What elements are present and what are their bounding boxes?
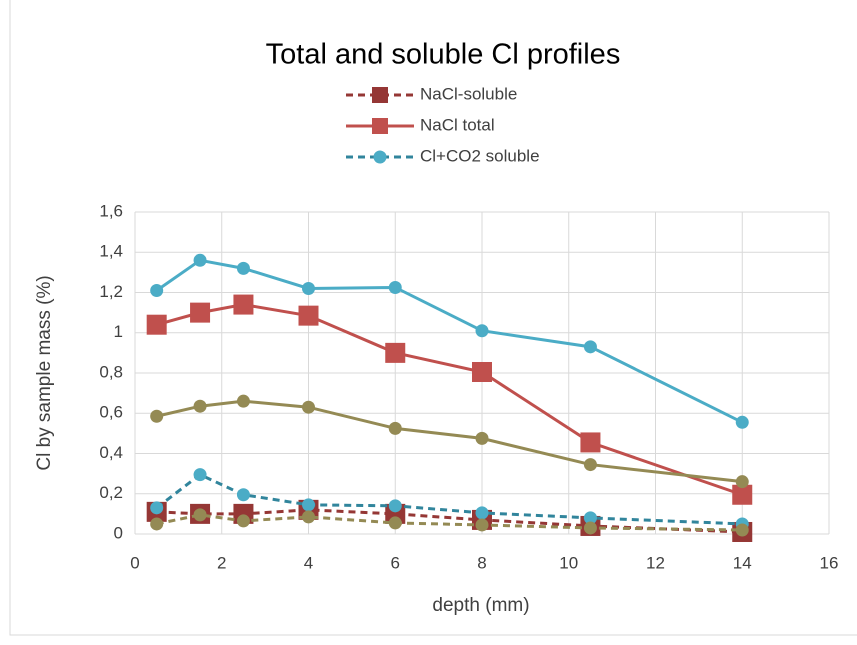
y-tick-label: 0,8 (99, 362, 123, 381)
x-tick-label: 0 (130, 553, 139, 572)
series-line (155, 258, 743, 424)
data-point (475, 518, 489, 532)
legend-label: NaCl-soluble (420, 84, 517, 103)
x-axis-label: depth (mm) (432, 595, 529, 616)
x-tick-label: 12 (646, 553, 665, 572)
y-tick-label: 0 (114, 523, 123, 542)
x-tick-label: 6 (391, 553, 400, 572)
y-tick-label: 1,4 (99, 242, 123, 261)
data-point (302, 498, 315, 512)
data-point (190, 302, 211, 323)
data-point (150, 501, 164, 515)
data-point (385, 342, 406, 363)
x-tick-label: 16 (820, 553, 839, 572)
data-point (583, 340, 597, 354)
data-point (236, 261, 250, 275)
data-point (735, 415, 749, 429)
data-point (233, 294, 254, 315)
data-point (150, 283, 164, 297)
data-point (193, 468, 207, 482)
data-point (475, 324, 489, 338)
y-tick-label: 1 (114, 322, 123, 341)
data-point (193, 399, 207, 413)
data-point (388, 421, 402, 435)
data-point (583, 511, 597, 525)
series-line (155, 472, 743, 526)
data-point (146, 314, 167, 335)
y-tick-label: 1,6 (99, 201, 123, 220)
legend-marker (373, 150, 387, 164)
x-tick-label: 14 (733, 553, 752, 572)
data-point (475, 431, 489, 445)
data-point (580, 432, 601, 453)
y-tick-label: 1,2 (99, 282, 123, 301)
data-point (583, 458, 597, 472)
legend-marker (372, 87, 388, 103)
y-axis-label: Cl by sample mass (%) (34, 275, 55, 470)
x-tick-label: 10 (559, 553, 578, 572)
data-point (150, 409, 164, 423)
data-point (193, 253, 207, 267)
series-line (156, 399, 743, 484)
data-point (236, 488, 250, 502)
legend-label: NaCl total (420, 115, 495, 134)
data-point (236, 514, 250, 528)
data-point (735, 475, 749, 489)
y-tick-label: 0,2 (99, 483, 123, 502)
data-point (236, 394, 250, 408)
y-tick-label: 0,4 (99, 443, 123, 462)
data-point (388, 516, 402, 530)
legend-marker (372, 118, 388, 134)
data-point (475, 506, 489, 520)
data-point (388, 280, 402, 294)
data-point (193, 508, 207, 522)
data-point (388, 499, 402, 513)
data-point (583, 521, 597, 535)
series-line (156, 513, 743, 532)
y-tick-label: 0,6 (99, 403, 123, 422)
chart-title: Total and soluble Cl profiles (266, 39, 621, 71)
data-point (735, 523, 749, 537)
data-point (302, 510, 315, 524)
data-point (150, 517, 164, 531)
legend-label: Cl+CO2 soluble (420, 146, 540, 165)
x-tick-label: 4 (304, 553, 313, 572)
x-tick-label: 8 (477, 553, 486, 572)
data-point (472, 361, 492, 382)
data-point (302, 400, 315, 414)
data-point (732, 484, 753, 505)
data-point (302, 281, 315, 295)
data-point (298, 305, 319, 326)
x-tick-label: 2 (217, 553, 226, 572)
